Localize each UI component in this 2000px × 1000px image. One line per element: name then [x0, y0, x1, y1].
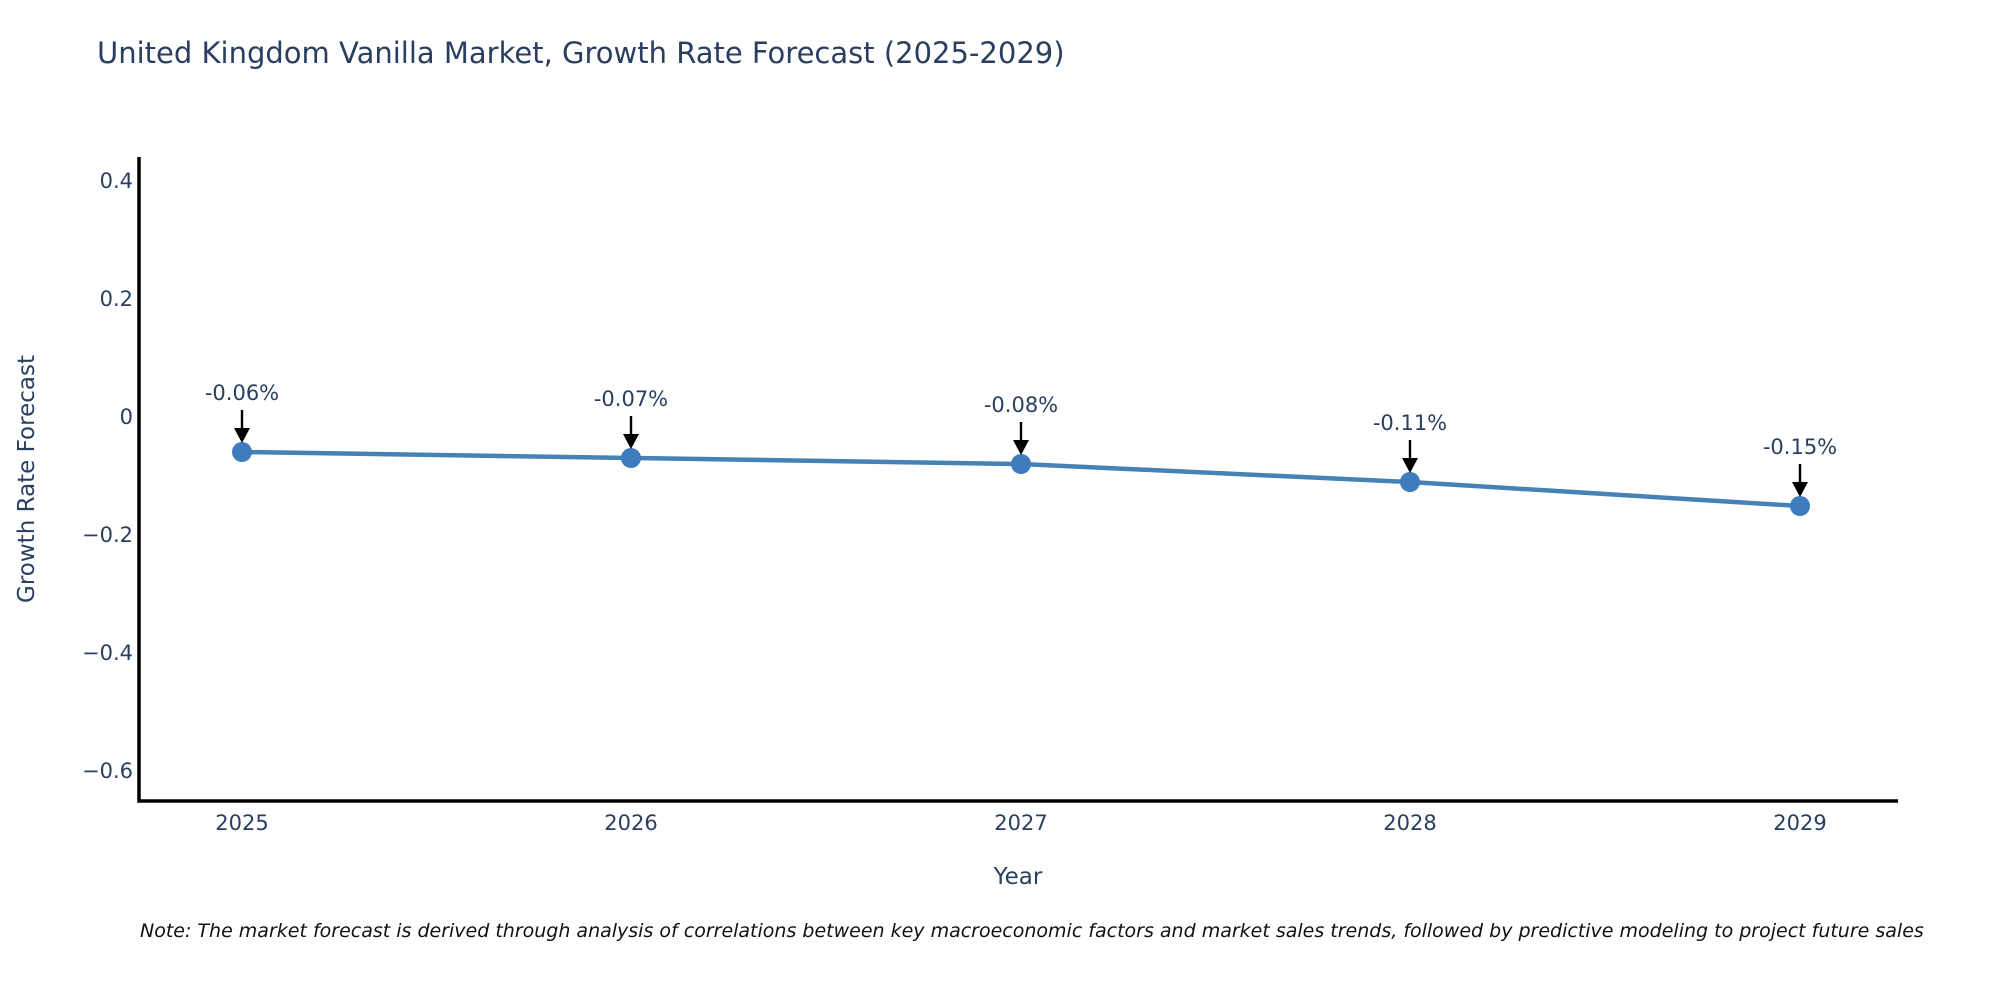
- data-point-2027[interactable]: [1011, 454, 1031, 474]
- y-tick-label: 0.2: [99, 287, 133, 311]
- point-value-label-2029: -0.15%: [1762, 435, 1838, 459]
- y-tick-label: 0: [119, 405, 133, 429]
- y-tick-label: −0.6: [82, 759, 133, 783]
- point-value-label-2026: -0.07%: [593, 387, 669, 411]
- x-tick-label-2027: 2027: [994, 811, 1048, 835]
- y-tick-label: 0.4: [99, 169, 133, 193]
- annotation-arrow-2029: [1792, 464, 1808, 497]
- axis-spines: [137, 157, 1898, 803]
- annotation-arrow-2028: [1402, 440, 1418, 473]
- point-value-label-2025: -0.06%: [204, 381, 280, 405]
- y-tick-label: −0.2: [82, 523, 133, 547]
- x-tick-label-2026: 2026: [604, 811, 658, 835]
- chart-title: United Kingdom Vanilla Market, Growth Ra…: [97, 36, 1065, 70]
- point-value-label-2027: -0.08%: [983, 393, 1059, 417]
- data-point-2026[interactable]: [621, 448, 641, 468]
- point-value-label-2028: -0.11%: [1372, 411, 1448, 435]
- data-point-2028[interactable]: [1400, 472, 1420, 492]
- x-axis-title: Year: [993, 864, 1043, 890]
- data-point-2029[interactable]: [1790, 496, 1810, 516]
- y-tick-label: −0.4: [82, 641, 133, 665]
- annotation-arrow-2026: [623, 416, 639, 449]
- data-point-2025[interactable]: [232, 442, 252, 462]
- annotation-arrow-2027: [1013, 422, 1029, 455]
- x-tick-label-2029: 2029: [1773, 811, 1827, 835]
- x-tick-label-2025: 2025: [215, 811, 269, 835]
- chart-footnote: Note: The market forecast is derived thr…: [140, 920, 1924, 942]
- annotation-arrow-2025: [234, 410, 250, 443]
- x-tick-label-2028: 2028: [1383, 811, 1437, 835]
